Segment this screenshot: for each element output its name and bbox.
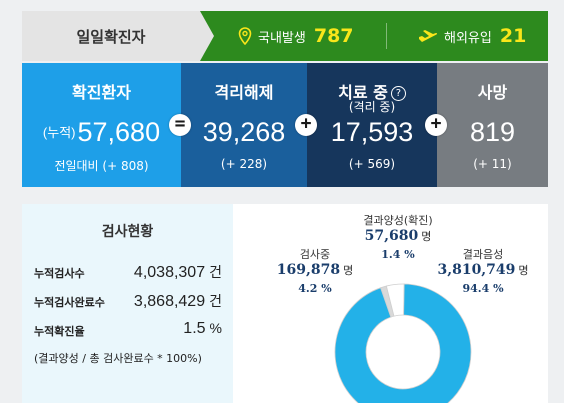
test-status-summary: 검사현황 누적검사수 4,038,307 건 누적검사완료수 3,868,429 건… xyxy=(22,204,233,403)
positivity-formula-note: (결과양성 / 총 검사완료수 * 100%) xyxy=(34,352,202,365)
slice-unit: 명 xyxy=(421,230,432,243)
test-row-value-line: 3,868,429 건 xyxy=(134,291,222,311)
slice-value-line: 3,810,749 명 xyxy=(427,262,539,278)
test-row-value: 3,868,429 xyxy=(133,293,206,310)
slice-label-negative: 결과음성 3,810,749 명 94.4 % xyxy=(427,246,539,295)
slice-unit: 명 xyxy=(343,264,354,277)
slice-name: 결과음성 xyxy=(462,248,504,261)
treating-change: (+ 569) xyxy=(348,157,396,171)
confirmed-change: 전일대비 (+ 808) xyxy=(54,159,149,173)
banner-divider xyxy=(386,23,387,49)
test-row: 누적확진율 1.5% xyxy=(34,320,222,340)
slice-value: 57,680 xyxy=(364,228,419,244)
test-row-label: 누적검사수 xyxy=(34,267,85,280)
slice-name: 검사중 xyxy=(299,248,331,261)
slice-value-line: 169,878 명 xyxy=(267,262,363,278)
test-row-label: 누적검사완료수 xyxy=(34,296,105,309)
slice-percent: 4.2 % xyxy=(298,282,332,295)
test-row-label: 누적확진율 xyxy=(34,325,85,338)
deaths-block: 사망 819 (+ 11) xyxy=(437,63,548,187)
slice-percent: 1.4 % xyxy=(381,248,415,261)
slice-value-line: 57,680 명 xyxy=(343,228,453,244)
plus-icon: + xyxy=(295,114,317,136)
confirmed-title: 확진환자 xyxy=(72,83,131,102)
test-row-unit: 건 xyxy=(209,293,222,309)
deaths-value: 819 xyxy=(469,117,516,147)
daily-confirmed-banner: 일일확진자 국내발생 787 해외유입 21 xyxy=(22,11,548,61)
test-row-value-line: 4,038,307 건 xyxy=(134,262,222,282)
slice-value: 169,878 xyxy=(276,262,341,278)
released-value: 39,268 xyxy=(202,117,286,147)
released-title: 격리해제 xyxy=(214,83,274,102)
test-result-chart: 결과양성(확진) 57,680 명 1.4 % 검사중 169,878 명 4.2 … xyxy=(233,204,548,403)
slice-value: 3,810,749 xyxy=(437,262,516,278)
equals-icon: = xyxy=(169,114,191,136)
plus-icon: + xyxy=(425,114,447,136)
domestic-label: 국내발생 xyxy=(258,30,306,46)
banner-arrow xyxy=(200,11,214,61)
test-row-value-line: 1.5% xyxy=(183,320,222,338)
test-row-value: 1.5 xyxy=(183,320,206,337)
confirmed-value: 57,680 xyxy=(77,117,161,147)
test-row: 누적검사완료수 3,868,429 건 xyxy=(34,291,222,311)
domestic-value: 787 xyxy=(313,25,354,47)
test-row: 누적검사수 4,038,307 건 xyxy=(34,262,222,282)
slice-name: 결과양성(확진) xyxy=(363,214,433,227)
deaths-change: (+ 11) xyxy=(473,157,512,171)
treating-title: 치료 중 xyxy=(338,83,388,102)
treating-subtitle: (격리 중) xyxy=(348,100,396,114)
test-row-unit: % xyxy=(209,320,222,336)
test-status-panel: 검사현황 누적검사수 4,038,307 건 누적검사완료수 3,868,429 건… xyxy=(22,204,548,403)
overseas-cases: 해외유입 21 xyxy=(418,11,526,61)
confirmed-value-line: (누적)57,680 xyxy=(22,117,181,148)
treating-title-line: 치료 중? xyxy=(307,79,437,103)
test-result-donut xyxy=(334,283,472,403)
test-row-unit: 건 xyxy=(209,264,222,280)
treating-block: 치료 중? (격리 중) 17,593 (+ 569) xyxy=(307,63,437,187)
confirmed-prefix: (누적) xyxy=(42,125,76,140)
overseas-label: 해외유입 xyxy=(444,30,492,46)
slice-unit: 명 xyxy=(518,264,529,277)
slice-label-testing: 검사중 169,878 명 4.2 % xyxy=(267,246,363,295)
map-pin-icon xyxy=(238,27,252,45)
daily-confirmed-title: 일일확진자 xyxy=(22,11,200,61)
released-change: (+ 228) xyxy=(220,157,268,171)
confirmed-block: 확진환자 (누적)57,680 전일대비 (+ 808) xyxy=(22,63,181,187)
domestic-cases: 국내발생 787 xyxy=(238,11,354,61)
help-icon[interactable]: ? xyxy=(390,86,406,101)
daily-confirmed-bar xyxy=(200,11,548,61)
slice-percent: 94.4 % xyxy=(462,282,504,295)
slice-label-positive: 결과양성(확진) 57,680 명 1.4 % xyxy=(343,212,453,261)
treating-value: 17,593 xyxy=(330,117,414,147)
overseas-value: 21 xyxy=(499,25,527,47)
test-row-value: 4,038,307 xyxy=(133,264,206,281)
donut-slice-negative xyxy=(334,283,472,403)
released-block: 격리해제 39,268 (+ 228) xyxy=(181,63,307,187)
airplane-icon xyxy=(418,28,438,44)
deaths-title: 사망 xyxy=(477,83,508,102)
test-status-title: 검사현황 xyxy=(101,224,154,240)
